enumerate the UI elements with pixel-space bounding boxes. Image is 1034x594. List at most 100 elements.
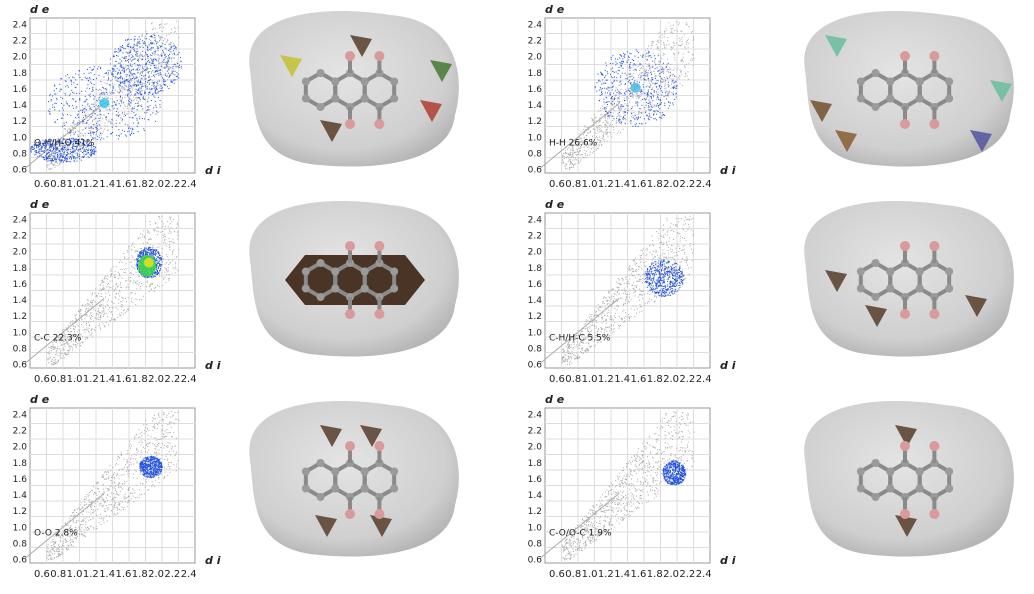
- oxygen: [900, 241, 910, 251]
- y-tick-label: 2.0: [528, 443, 543, 453]
- x-tick-label: 1.0: [582, 569, 598, 580]
- fingerprint-tail: [539, 297, 620, 364]
- surface: [804, 10, 1014, 167]
- surface-patch: [350, 35, 372, 57]
- x-tick-label: 1.2: [598, 569, 614, 580]
- oxygen: [929, 309, 940, 319]
- x-tick-label: 0.6: [34, 569, 50, 580]
- oxygen: [900, 441, 910, 451]
- y-tick-label: 1.6: [528, 475, 543, 485]
- x-tick-label: 2.4: [696, 179, 712, 190]
- y-tick-label: 2.0: [13, 248, 28, 258]
- fingerprint-plot: d ed i2.42.22.01.81.61.41.21.00.80.60.6 0…: [528, 393, 736, 580]
- surface-patch: [280, 55, 302, 77]
- x-tick-label: 1.6: [631, 374, 647, 385]
- surface: [804, 200, 1014, 357]
- x-tick-label: 2.0: [663, 374, 679, 385]
- x-tick-label: 1.6: [116, 179, 132, 190]
- contact-core: [143, 257, 154, 268]
- atom: [390, 77, 399, 86]
- x-tick-label: 1.2: [83, 179, 99, 190]
- hirshfeld-surface: [249, 10, 459, 167]
- contact-caption: H-H 26.6%: [549, 139, 598, 149]
- x-tick-label: 0.8: [565, 179, 581, 190]
- atom: [915, 467, 924, 476]
- atom: [316, 69, 325, 77]
- y-tick-label: 1.2: [528, 117, 542, 127]
- y-tick-label: 2.4: [13, 216, 28, 226]
- surface-patch: [320, 425, 342, 447]
- surface-patch: [825, 35, 847, 57]
- x-tick-label: 2.2: [679, 374, 695, 385]
- atom: [915, 284, 924, 293]
- y-tick-label: 1.0: [528, 523, 543, 533]
- contact-caption: C-O/O-C 1.9%: [549, 529, 612, 539]
- y-tick-label: 0.8: [528, 149, 543, 159]
- y-tick-label: 1.4: [13, 296, 28, 306]
- y-tick-label: 2.4: [528, 21, 543, 31]
- x-tick-label: 0.6: [549, 374, 565, 385]
- y-tick-label: 0.8: [528, 539, 543, 549]
- y-tick-label: 1.0: [528, 328, 543, 338]
- surface-patch: [970, 130, 992, 152]
- atom: [360, 267, 369, 276]
- atom: [945, 467, 954, 476]
- oxygen: [900, 509, 910, 519]
- y-tick-label: 1.2: [13, 117, 27, 127]
- x-tick-label: 1.2: [598, 374, 614, 385]
- y-tick-label: 2.2: [528, 427, 542, 437]
- x-tick-label: 0.8: [50, 179, 66, 190]
- y-tick-label: 0.6: [13, 361, 28, 371]
- atom: [301, 484, 310, 493]
- x-tick-label: 1.6: [631, 569, 647, 580]
- oxygen: [929, 509, 940, 519]
- y-tick-label: 1.0: [528, 133, 543, 143]
- y-tick-label: 0.8: [13, 344, 28, 354]
- atom: [871, 259, 880, 267]
- atom: [360, 284, 369, 293]
- x-tick-label: 2.0: [148, 179, 164, 190]
- x-axis-label: d i: [205, 554, 221, 567]
- atom: [915, 94, 924, 103]
- atom: [331, 467, 340, 476]
- y-tick-label: 0.6: [13, 166, 28, 176]
- contact-core: [99, 98, 110, 109]
- surface-patch: [895, 515, 917, 537]
- atom: [886, 267, 895, 276]
- y-tick-label: 1.6: [13, 85, 28, 95]
- oxygen: [374, 241, 385, 251]
- x-tick-label: 2.0: [663, 569, 679, 580]
- surface-patch: [990, 80, 1012, 102]
- contact-caption: C-C 22.3%: [34, 334, 82, 344]
- surface-patch: [370, 515, 392, 537]
- x-tick-label: 2.4: [696, 374, 712, 385]
- y-tick-label: 0.8: [13, 149, 28, 159]
- oxygen: [345, 509, 355, 519]
- fingerprint-plot: d ed i2.42.22.01.81.61.41.21.00.80.60.6 0…: [13, 198, 221, 385]
- y-tick-label: 1.2: [528, 312, 542, 322]
- atom: [871, 103, 880, 111]
- y-tick-label: 1.0: [13, 523, 28, 533]
- x-tick-label: 2.4: [181, 569, 197, 580]
- x-tick-label: 1.2: [83, 374, 99, 385]
- atom: [886, 77, 895, 86]
- fingerprint-tail: [24, 102, 105, 169]
- y-tick-label: 1.4: [528, 491, 543, 501]
- y-tick-label: 1.8: [13, 264, 28, 274]
- x-axis-label: d i: [720, 554, 736, 567]
- contact-region: [645, 259, 685, 297]
- x-tick-label: 2.0: [148, 569, 164, 580]
- oxygen: [900, 119, 910, 129]
- oxygen: [929, 441, 940, 451]
- x-tick-label: 1.0: [67, 569, 83, 580]
- contact-caption: C-H/H-C 5.5%: [549, 334, 611, 344]
- atom: [915, 484, 924, 493]
- atom: [886, 284, 895, 293]
- x-tick-label: 1.2: [83, 569, 99, 580]
- y-tick-label: 2.0: [13, 443, 28, 453]
- x-tick-label: 0.6: [34, 179, 50, 190]
- y-axis-label: d e: [545, 198, 565, 211]
- surface-patch: [865, 305, 887, 327]
- atom: [316, 493, 325, 501]
- y-tick-label: 1.6: [13, 280, 28, 290]
